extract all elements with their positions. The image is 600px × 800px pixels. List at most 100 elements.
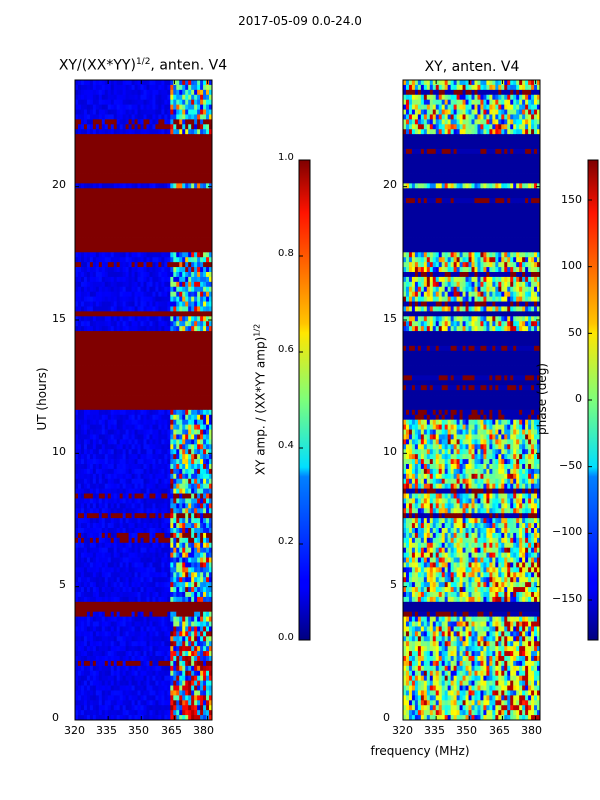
heatmap-cell [182, 238, 185, 243]
heatmap-cell [114, 444, 117, 449]
heatmap-cell [141, 257, 144, 262]
heatmap-cell [102, 410, 105, 415]
heatmap-cell [194, 410, 197, 415]
heatmap-cell [182, 297, 185, 302]
heatmap-cell [155, 356, 158, 361]
heatmap-cell [84, 410, 87, 415]
heatmap-cell [176, 257, 179, 262]
heatmap-cell [144, 262, 147, 267]
heatmap-cell [105, 228, 108, 233]
heatmap-cell [108, 252, 111, 257]
heatmap-cell [185, 523, 188, 528]
heatmap-cell [120, 366, 123, 371]
heatmap-cell [188, 484, 191, 489]
heatmap-cell [117, 558, 120, 563]
heatmap-cell [108, 159, 111, 164]
heatmap-cell [96, 469, 99, 474]
heatmap-cell [179, 311, 182, 316]
heatmap-cell [197, 558, 200, 563]
heatmap-cell [129, 223, 132, 228]
heatmap-cell [90, 228, 93, 233]
heatmap-cell [108, 183, 111, 188]
heatmap-cell [102, 503, 105, 508]
heatmap-cell [146, 479, 149, 484]
heatmap-cell [114, 262, 117, 267]
heatmap-cell [132, 390, 135, 395]
heatmap-cell [158, 213, 161, 218]
heatmap-cell [84, 105, 87, 110]
heatmap-cell [203, 169, 206, 174]
heatmap-cell [203, 479, 206, 484]
heatmap-cell [173, 287, 176, 292]
heatmap-cell [81, 366, 84, 371]
heatmap-cell [200, 439, 203, 444]
heatmap-cell [123, 553, 126, 558]
heatmap-cell [149, 144, 152, 149]
heatmap-cell [93, 331, 96, 336]
heatmap-cell [138, 238, 141, 243]
heatmap-cell [123, 366, 126, 371]
heatmap-cell [102, 572, 105, 577]
heatmap-cell [87, 587, 90, 592]
heatmap-cell [84, 612, 87, 617]
heatmap-cell [120, 129, 123, 134]
heatmap-cell [149, 306, 152, 311]
heatmap-cell [117, 395, 120, 400]
heatmap-cell [87, 592, 90, 597]
heatmap-cell [146, 430, 149, 435]
heatmap-cell [200, 193, 203, 198]
heatmap-cell [84, 119, 87, 124]
heatmap-cell [200, 95, 203, 100]
heatmap-cell [173, 434, 176, 439]
heatmap-cell [120, 110, 123, 115]
heatmap-cell [105, 356, 108, 361]
heatmap-cell [197, 464, 200, 469]
heatmap-cell [173, 297, 176, 302]
heatmap-cell [84, 297, 87, 302]
heatmap-cell [197, 567, 200, 572]
heatmap-cell [90, 439, 93, 444]
heatmap-cell [197, 548, 200, 553]
heatmap-cell [164, 203, 167, 208]
heatmap-cell [176, 114, 179, 119]
heatmap-cell [123, 464, 126, 469]
heatmap-cell [135, 198, 138, 203]
heatmap-cell [149, 119, 152, 124]
heatmap-cell [141, 366, 144, 371]
heatmap-cell [105, 498, 108, 503]
heatmap-cell [188, 257, 191, 262]
heatmap-cell [155, 602, 158, 607]
heatmap-cell [96, 341, 99, 346]
heatmap-cell [120, 297, 123, 302]
heatmap-cell [176, 100, 179, 105]
heatmap-cell [167, 469, 170, 474]
heatmap-cell [102, 272, 105, 277]
heatmap-cell [194, 129, 197, 134]
heatmap-cell [167, 346, 170, 351]
heatmap-cell [75, 85, 78, 90]
heatmap-cell [87, 356, 90, 361]
heatmap-cell [111, 188, 114, 193]
heatmap-cell [176, 523, 179, 528]
heatmap-cell [138, 144, 141, 149]
heatmap-cell [158, 80, 161, 85]
heatmap-cell [200, 543, 203, 548]
heatmap-cell [138, 380, 141, 385]
heatmap-cell [179, 134, 182, 139]
heatmap-cell [129, 95, 132, 100]
heatmap-cell [158, 528, 161, 533]
heatmap-cell [123, 223, 126, 228]
heatmap-cell [102, 203, 105, 208]
heatmap-cell [170, 503, 173, 508]
heatmap-cell [129, 183, 132, 188]
heatmap-cell [170, 282, 173, 287]
heatmap-cell [194, 587, 197, 592]
heatmap-cell [87, 292, 90, 297]
heatmap-cell [176, 326, 179, 331]
heatmap-cell [90, 415, 93, 420]
heatmap-cell [114, 543, 117, 548]
heatmap-cell [155, 238, 158, 243]
heatmap-cell [123, 144, 126, 149]
heatmap-cell [138, 523, 141, 528]
heatmap-cell [90, 513, 93, 518]
